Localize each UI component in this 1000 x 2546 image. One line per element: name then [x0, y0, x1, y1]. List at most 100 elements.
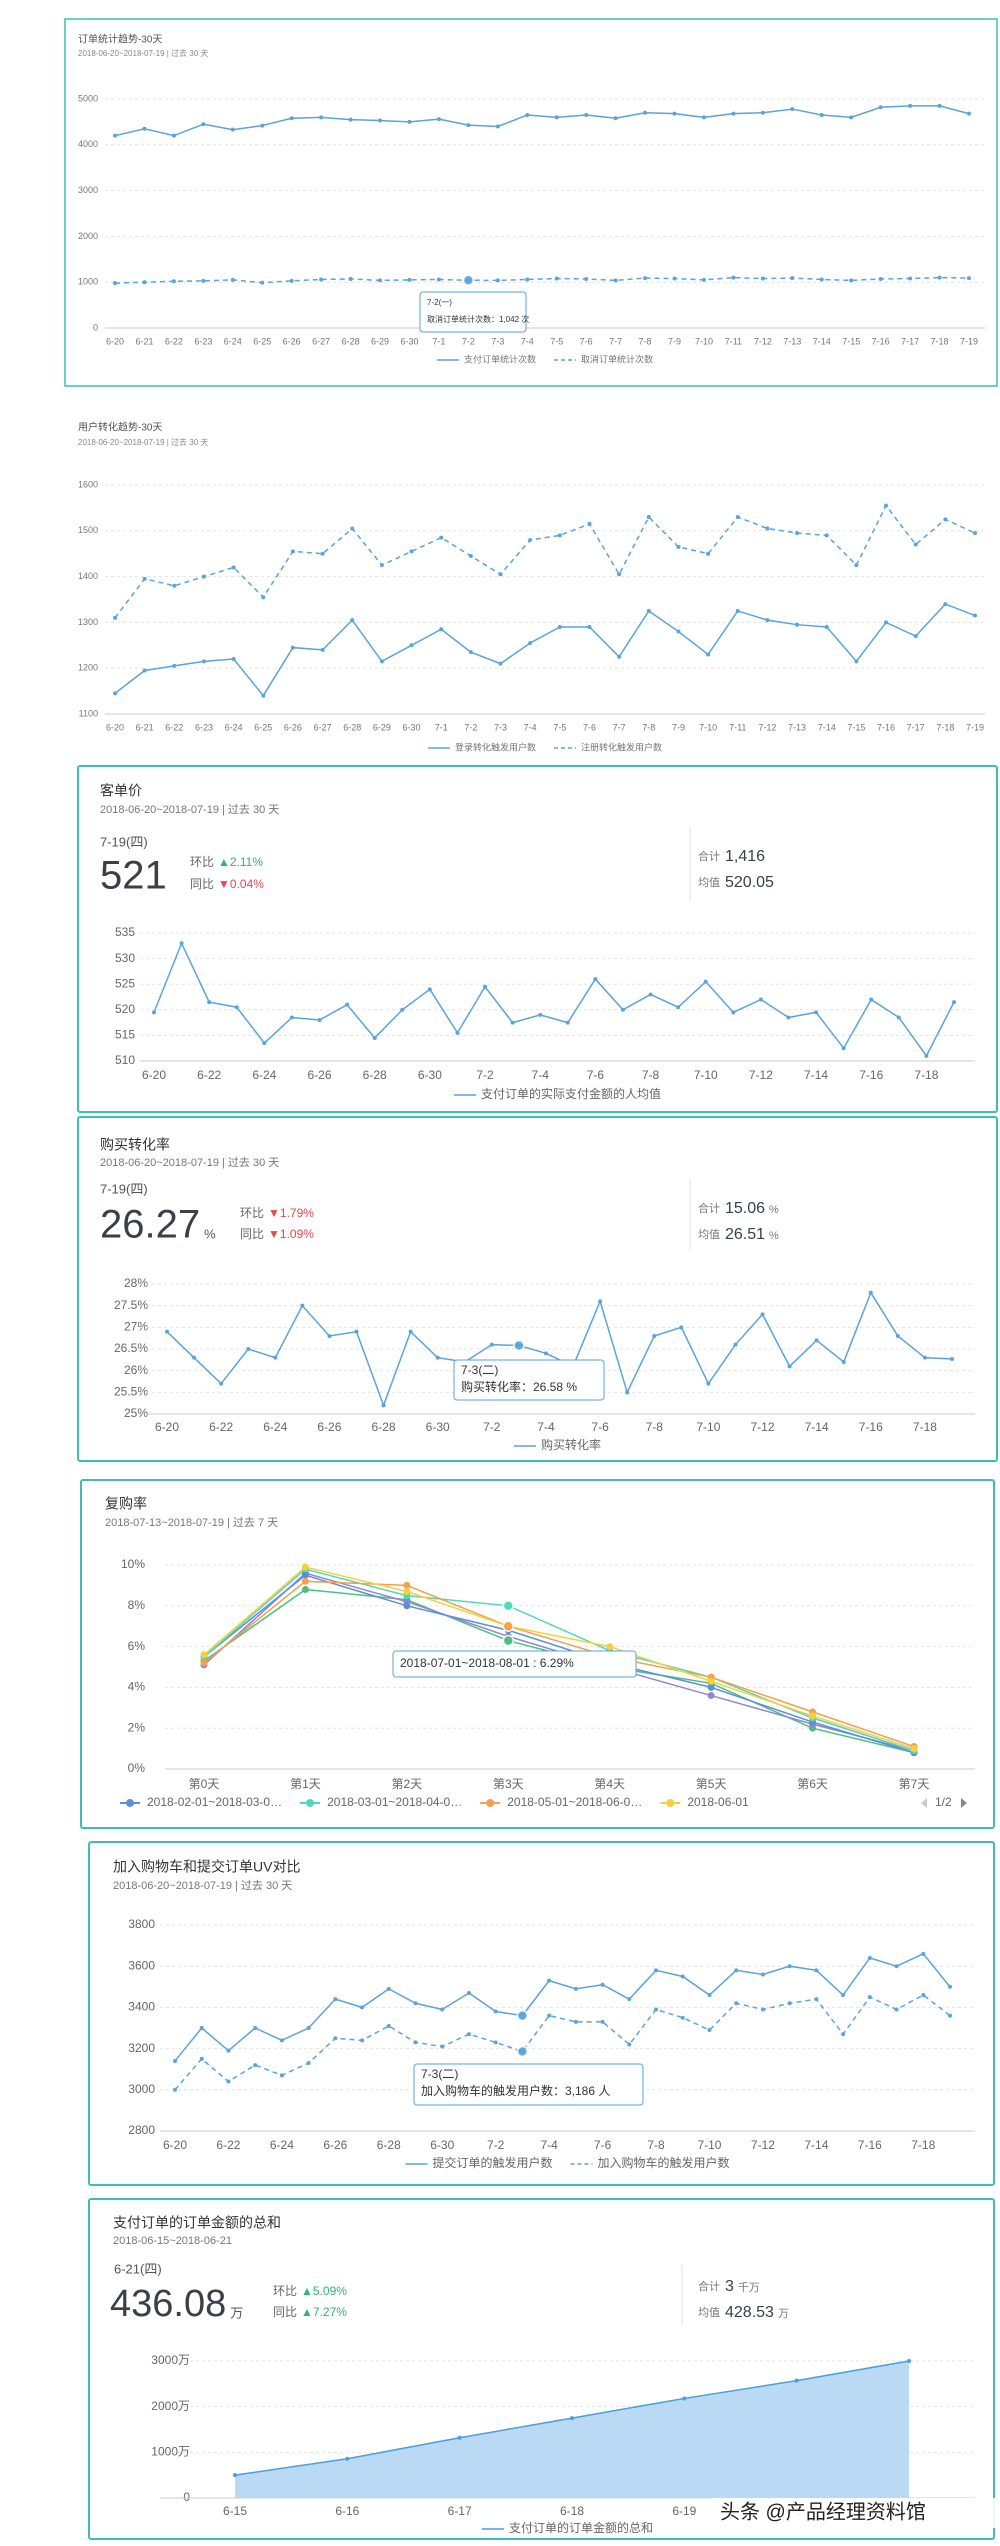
y-tick-label: 1600	[78, 479, 98, 489]
yoy-label: 同比	[240, 1227, 264, 1241]
legend-item: 购买转化率	[513, 1437, 601, 1452]
pager-prev[interactable]	[921, 1798, 927, 1808]
point	[192, 1355, 197, 1360]
point	[172, 663, 177, 668]
y-tick-label: 0	[183, 2490, 190, 2504]
pager-next[interactable]	[961, 1798, 967, 1808]
point	[787, 1964, 792, 1969]
x-tick-label: 6-15	[223, 2504, 247, 2518]
point	[231, 565, 236, 570]
point	[495, 278, 500, 283]
x-tick-label: 7-17	[901, 336, 919, 346]
x-tick-label: 7-6	[580, 336, 593, 346]
line	[114, 603, 976, 697]
x-tick-label: 6-19	[672, 2504, 696, 2518]
point	[841, 1993, 846, 1998]
legend-label: 2018-03-01~2018-04-0…	[327, 1795, 462, 1809]
legend: 登录转化触发用户数 注册转化触发用户数	[427, 741, 662, 752]
y-tick-label: 2000	[78, 231, 98, 241]
point	[547, 1978, 552, 1983]
point	[413, 2001, 418, 2006]
legend: 购买转化率	[513, 1437, 601, 1452]
point	[787, 1364, 792, 1369]
point	[643, 110, 648, 115]
x-tick-label: 6-30	[430, 2138, 454, 2152]
point	[320, 647, 325, 652]
point	[301, 1563, 309, 1571]
pager-label: 1/2	[935, 1795, 952, 1809]
x-tick-label: 7-12	[749, 1068, 773, 1082]
chart-title: 购买转化率	[100, 1137, 170, 1153]
legend-item: 2018-05-01~2018-06-0…	[480, 1795, 642, 1809]
point	[824, 624, 829, 629]
point	[884, 620, 889, 625]
point	[179, 941, 184, 946]
point	[510, 1020, 515, 1025]
point	[606, 1643, 614, 1651]
x-tick-label: 6-23	[194, 336, 212, 346]
point	[867, 1995, 872, 2000]
point	[262, 1041, 267, 1046]
x-tick-label: 7-12	[758, 722, 776, 732]
point	[707, 1692, 715, 1700]
point	[403, 1588, 411, 1596]
point	[408, 1329, 413, 1334]
y-tick-label: 10%	[121, 1557, 145, 1571]
point	[350, 526, 355, 531]
sum-value: 1,416	[725, 848, 765, 865]
point	[538, 1012, 543, 1017]
x-tick-label: 6-24	[252, 1068, 276, 1082]
point	[407, 277, 412, 282]
chart-title: 加入购物车和提交订单UV对比	[113, 1859, 300, 1875]
chart-subtitle: 2018-06-20~2018-07-19 | 过去 30 天	[100, 803, 279, 816]
y-tick-label: 1000万	[151, 2445, 190, 2459]
point	[253, 2063, 258, 2068]
point	[950, 1356, 954, 1361]
x-tick-label: 6-30	[426, 1420, 450, 1434]
point	[279, 2073, 284, 2078]
x-tick-label: 6-29	[373, 722, 391, 732]
yoy-label: 同比	[190, 877, 214, 891]
point	[230, 277, 235, 282]
point	[921, 1993, 926, 1998]
point	[735, 515, 740, 520]
y-tick-label: 3400	[128, 2000, 155, 2014]
x-tick-label: 7-7	[609, 336, 622, 346]
point	[301, 1577, 309, 1585]
x-tick-label: 6-20	[163, 2138, 187, 2152]
y-tick-label: 25%	[124, 1406, 148, 1420]
avg-label: 均值	[698, 876, 720, 889]
point	[908, 276, 913, 281]
point	[354, 1329, 359, 1334]
point	[468, 553, 473, 558]
x-tick-label: 7-4	[521, 336, 534, 346]
x-tick-label: 6-16	[335, 2504, 359, 2518]
sum-value: 3	[725, 2278, 734, 2295]
point	[795, 622, 800, 627]
x-tick-label: 第4天	[594, 1777, 625, 1791]
point	[409, 549, 414, 554]
y-tick-label: 3000万	[151, 2353, 190, 2367]
legend-marker	[486, 1799, 495, 1807]
x-tick-label: 第7天	[899, 1777, 930, 1791]
point	[528, 641, 533, 646]
point	[854, 563, 859, 568]
point	[620, 1007, 625, 1012]
point	[142, 668, 147, 673]
y-tick-label: 515	[115, 1028, 135, 1042]
chart-subtitle: 2018-06-20~2018-07-19 | 过去 30 天	[100, 1156, 279, 1169]
legend-label: 加入购物车的触发用户数	[598, 2155, 730, 2170]
highlight-point	[462, 274, 475, 287]
point	[260, 280, 265, 285]
yoy-value: ▼1.09%	[268, 1227, 314, 1241]
legend-label: 支付订单的订单金额的总和	[509, 2520, 653, 2535]
point	[201, 574, 206, 579]
point	[849, 278, 854, 283]
point	[525, 113, 530, 118]
point	[703, 979, 708, 984]
point	[466, 2032, 471, 2037]
point	[943, 602, 948, 607]
tooltip	[453, 1359, 605, 1401]
point	[290, 645, 295, 650]
point	[814, 1338, 819, 1343]
